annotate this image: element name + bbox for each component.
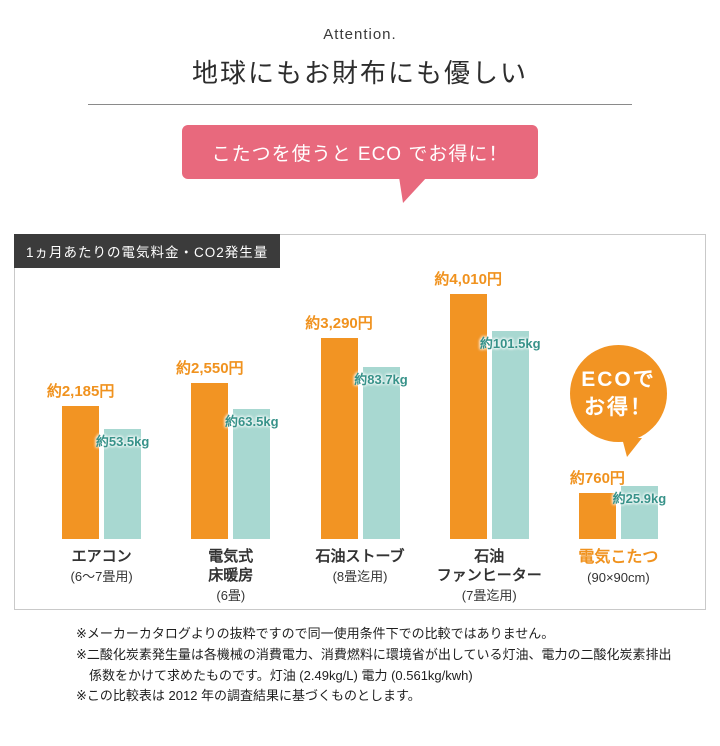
category-label: エアコン (6〜7畳用) (37, 539, 166, 585)
price-label: 約760円 (569, 470, 625, 487)
category-sub-text: (90×90cm) (587, 570, 650, 585)
category-label: 電気こたつ (90×90cm) (554, 539, 683, 586)
category-main-text: 石油 (474, 548, 505, 565)
co2-bar: 約63.5kg (225, 409, 279, 539)
footnote-item: ※メーカーカタログよりの抜粋ですので同一使用条件下での比較ではありません。 (76, 626, 555, 641)
category-label: 電気式 床暖房 (6畳) (166, 539, 295, 604)
category-main-text: ファンヒーター (436, 566, 542, 584)
price-bar: 約2,185円 (47, 383, 114, 539)
eco-badge-line1: ECOで (581, 368, 656, 392)
co2-label: 約53.5kg (95, 434, 150, 449)
chart-title-chip: 1ヵ月あたりの電気料金・CO2発生量 (14, 234, 281, 268)
co2-label: 約83.7kg (354, 372, 408, 387)
co2-label: 約63.5kg (225, 414, 279, 429)
bar-pair: 約4,010円約101.5kg (425, 235, 554, 539)
price-bar: 約2,550円 (176, 360, 244, 539)
attention-text: Attention. (323, 26, 397, 43)
plot-area: 約2,185円 約53.5kg エアコン (6〜7畳用) 約2,550円 約63.5kg 電… (15, 235, 705, 604)
price-label: 約3,290円 (305, 315, 373, 332)
category-sub-text: (6〜7畳用) (70, 568, 133, 584)
co2-bar: 約25.9kg (613, 486, 666, 539)
price-bar: 約760円 (570, 470, 625, 539)
category-label: 石油 ファンヒーター (7畳迄用) (425, 539, 554, 604)
footnote-item: ※この比較表は 2012 年の調査結果に基づくものとします。 (76, 688, 421, 704)
co2-label: 約101.5kg (479, 336, 541, 351)
bar-pair: 約2,185円約53.5kg (37, 235, 166, 539)
chart-group: 約760円約25.9kg 電気こたつ (90×90cm) (554, 235, 683, 604)
category-main-text: エアコン (71, 548, 132, 565)
chart-group: 約2,550円約63.5kg 電気式 床暖房 (6畳) (166, 235, 295, 604)
divider-rule (88, 104, 632, 105)
price-bar: 約4,010円 (434, 271, 502, 539)
eco-badge-tail (622, 438, 642, 457)
chart-panel: 1ヵ月あたりの電気料金・CO2発生量 約2,185円約53.5kg エアコン (6〜… (14, 234, 706, 610)
price-label: 約2,550円 (176, 360, 244, 377)
footnotes: ※メーカーカタログよりの抜粋ですので同一使用条件下での比較ではありません。 ※二… (76, 624, 682, 707)
chart-group: 約3,290円約83.7kg 石油ストーブ (8畳迄用) (295, 235, 424, 604)
price-label: 約4,010円 (434, 271, 502, 288)
price-label: 約2,185円 (46, 383, 115, 400)
co2-bar: 約83.7kg (354, 367, 408, 539)
bar-pair: 約760円約25.9kg (554, 235, 683, 539)
co2-bar: 約101.5kg (480, 331, 541, 539)
page-title: 地球にもお財布にも優しい (191, 58, 528, 88)
speech-bubble: こたつを使うと ECO でお得に！ (182, 125, 538, 203)
bar-pair: 約2,550円約63.5kg (166, 235, 295, 539)
co2-label: 約25.9kg (612, 491, 667, 506)
category-main-text: 床暖房 (208, 566, 254, 584)
speech-bubble-tail (399, 177, 428, 203)
bar-pair: 約3,290円約83.7kg (295, 235, 424, 539)
chart-group: 約4,010円約101.5kg 石油 ファンヒーター (7畳迄用) (425, 235, 554, 604)
category-sub-text: (7畳迄用) (461, 587, 517, 603)
eco-badge: ECOで お得！ (570, 345, 667, 457)
category-main-text: 電気式 (208, 548, 254, 565)
chart-group: 約2,185円約53.5kg エアコン (6〜7畳用) (37, 235, 166, 604)
category-sub-text: (6畳) (216, 587, 246, 603)
footnote-item: ※二酸化炭素発生量は各機械の消費電力、消費燃料に環境省が出している灯油、電力の二… (76, 646, 672, 683)
co2-bar: 約53.5kg (96, 429, 149, 539)
category-sub-text: (8畳迄用) (332, 568, 388, 584)
eco-badge-line2: お得！ (584, 395, 653, 419)
price-bar: 約3,290円 (305, 315, 373, 539)
speech-bubble-text: こたつを使うと ECO でお得に！ (211, 143, 509, 165)
category-main-text: 石油ストーブ (315, 548, 405, 565)
category-main-text: 電気こたつ (578, 549, 659, 566)
category-label: 石油ストーブ (8畳迄用) (295, 539, 424, 585)
